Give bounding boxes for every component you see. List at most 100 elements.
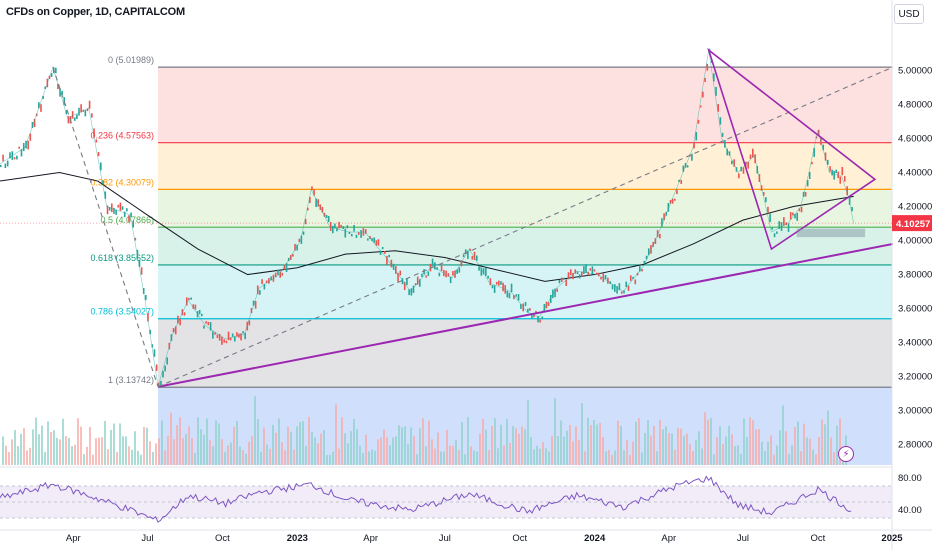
candle [323,212,326,217]
volume-bar [764,451,766,465]
volume-bar [344,433,346,465]
candle [473,251,476,260]
candle [831,169,833,176]
candle [476,255,478,261]
candle [113,207,115,214]
volume-bar [221,439,223,465]
candle [580,271,583,277]
candle [425,275,427,278]
candle [207,321,210,326]
candle [285,263,288,273]
volume-bar [239,446,241,465]
trendline [157,242,894,388]
candle [390,259,393,268]
volume-bar [137,450,139,465]
volume-bar [416,454,418,465]
volume-bar [656,451,658,465]
candle [697,119,700,124]
candle [334,223,336,229]
volume-bar [779,430,781,465]
volume-bar [11,439,13,465]
volume-bar [623,450,625,465]
volume-bar [218,423,220,465]
volume-bar [68,437,70,465]
candle [270,276,272,281]
candle [846,186,848,196]
volume-bar [572,441,574,465]
candle [296,244,298,251]
volume-bar [503,445,505,465]
volume-bar [752,420,754,465]
volume-bar [341,417,343,465]
candle [201,313,203,317]
x-tick-label: Apr [661,533,676,544]
candle [800,206,803,213]
volume-bar [314,437,316,465]
volume-bar [818,436,820,465]
candle [410,288,413,296]
candle [434,262,436,270]
volume-bar [473,450,475,465]
candle [281,272,284,276]
volume-bar [785,431,787,465]
candle [543,304,546,312]
candle [126,208,128,212]
candle [401,278,404,285]
volume-bar [632,441,634,465]
volume-bar [641,452,643,465]
volume-bar [662,429,664,465]
y-tick-label: 4.80000 [898,100,932,111]
fib-band [158,318,893,388]
volume-bar [809,438,811,465]
volume-bar [551,435,553,465]
currency-button[interactable]: USD [894,4,924,24]
rsi-tick-label: 80.00 [898,473,922,484]
candle [13,157,16,160]
volume-bar [353,418,355,465]
candle [806,179,809,187]
volume-bar [668,432,670,465]
candle [524,301,527,307]
candle [294,243,296,251]
volume-bar [836,425,838,465]
rsi-tick-label: 40.00 [898,505,922,516]
volume-bar [74,444,76,465]
last-price-tag [892,215,932,232]
fib-band [158,67,893,143]
candle [108,207,111,211]
candle [403,281,406,291]
candle [717,104,720,112]
volume-bar [434,448,436,465]
volume-bar [548,451,550,465]
candle [762,192,765,196]
candle [616,286,618,294]
volume-bar [8,452,10,465]
volume-bar [665,426,667,465]
volume-bar [455,439,457,465]
candle [438,272,441,277]
volume-bar [440,451,442,465]
candle [659,233,661,239]
candle [227,331,230,341]
candle [560,277,563,282]
candle [406,278,408,286]
candle [348,231,351,235]
candle [804,192,807,197]
volume-bar [467,417,469,465]
candle [117,204,120,208]
events-bolt-icon[interactable]: ⚡ [838,446,854,462]
candle [97,152,100,157]
candle [392,263,395,270]
y-tick-label: 3.40000 [898,338,932,349]
candle [309,196,311,203]
volume-bar [425,446,427,465]
candle [604,275,607,280]
candle [686,165,689,168]
volume-bar [98,437,100,465]
x-tick-label: 2025 [881,533,903,544]
candle [773,233,776,238]
candle [192,304,195,309]
candle [558,279,561,284]
fib-band [158,189,893,228]
